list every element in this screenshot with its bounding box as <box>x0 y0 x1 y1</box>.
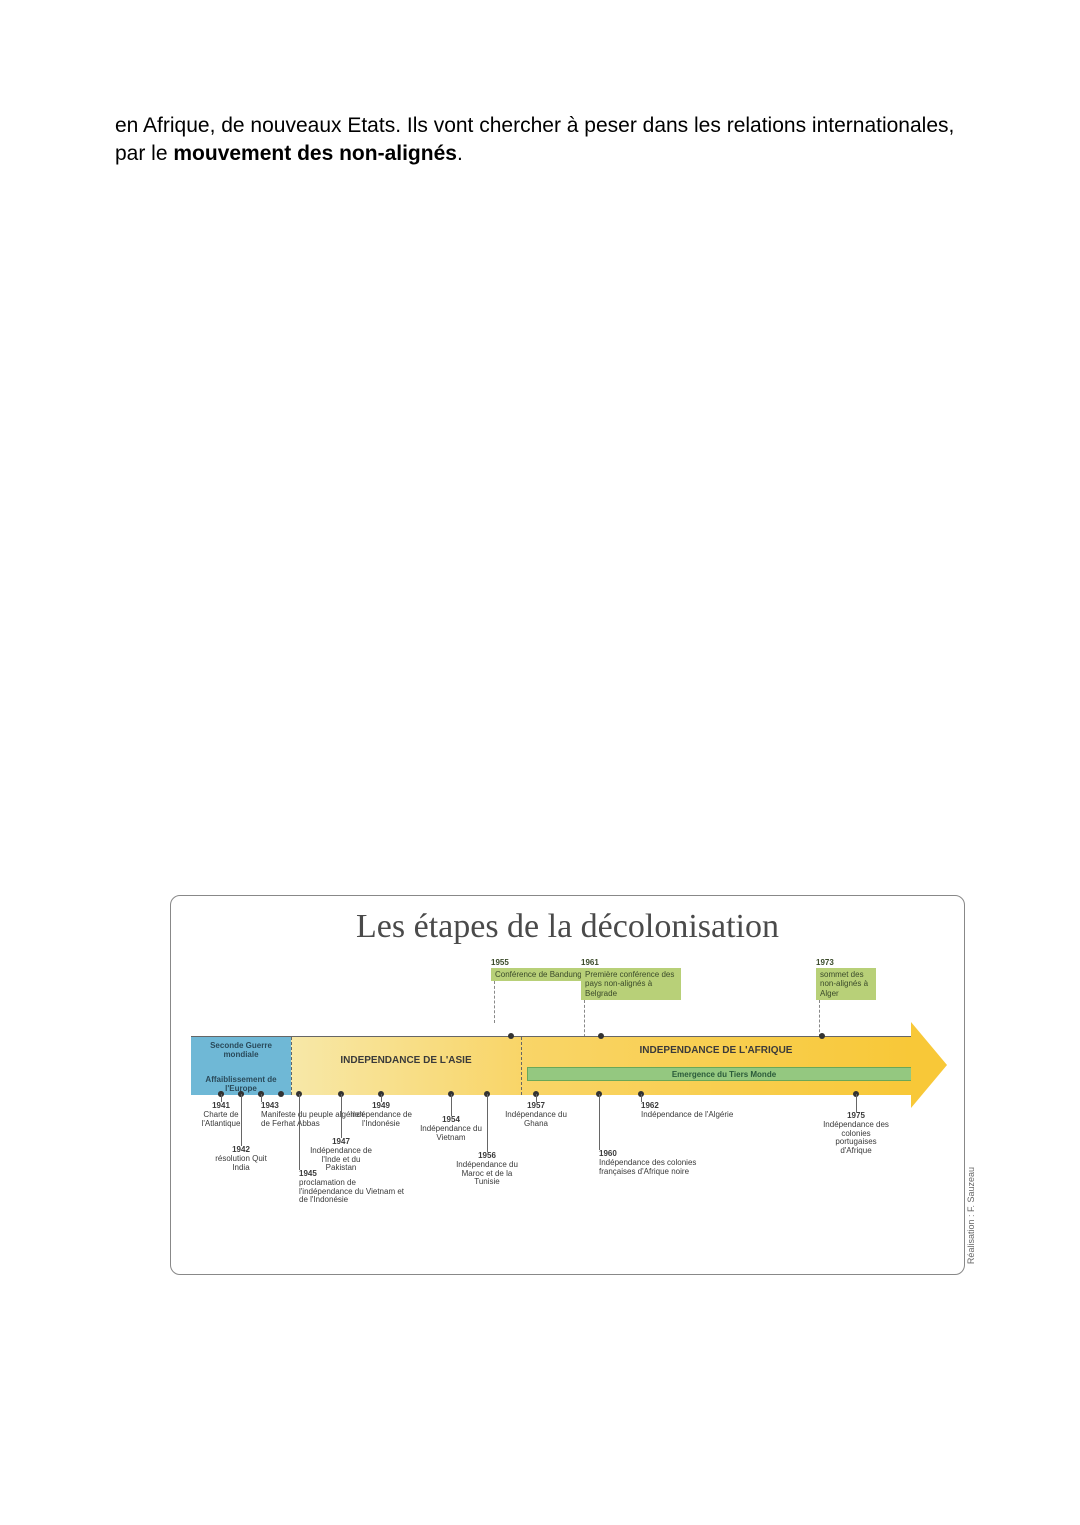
paragraph-part2: . <box>457 142 463 165</box>
top-event-year: 1961 <box>581 958 681 967</box>
segment-asia <box>291 1037 521 1095</box>
top-event-year: 1973 <box>816 958 876 967</box>
top-event-label: Conférence de Bandung <box>491 968 591 981</box>
bottom-event-label: Indépendance des colonies portugaises d'… <box>823 1120 889 1155</box>
bottom-event: 1942résolution Quit India <box>206 1146 276 1172</box>
bottom-event: 1962Indépendance de l'Algérie <box>641 1102 751 1120</box>
top-event-year: 1955 <box>491 958 591 967</box>
top-event-label: Première conférence des pays non-alignés… <box>581 968 681 1000</box>
event-stem <box>451 1094 452 1116</box>
bottom-event: 1949Indépendance de l'Indonésie <box>346 1102 416 1128</box>
bottom-event-label: Indépendance de l'Algérie <box>641 1110 733 1119</box>
paragraph-bold: mouvement des non-alignés <box>173 142 457 165</box>
top-event-connector <box>494 981 495 1023</box>
top-event-label: sommet des non-alignés à Alger <box>816 968 876 1000</box>
bottom-event-label: Indépendance de l'Indonésie <box>350 1110 412 1128</box>
separator-1 <box>291 1037 292 1095</box>
event-stem <box>487 1094 488 1152</box>
label-ww2: Seconde Guerre mondiale <box>195 1041 287 1059</box>
body-paragraph: en Afrique, de nouveaux Etats. Ils vont … <box>115 112 965 169</box>
timeline-dot <box>278 1091 284 1097</box>
event-stem <box>381 1094 382 1102</box>
bottom-event: 1941Charte de l'Atlantique <box>186 1102 256 1128</box>
separator-2 <box>521 1037 522 1095</box>
bottom-event: 1975Indépendance des colonies portugaise… <box>821 1112 891 1156</box>
event-stem <box>299 1094 300 1170</box>
bottom-event-label: résolution Quit India <box>215 1154 267 1172</box>
timeline-dot <box>819 1033 825 1039</box>
bottom-event: 1956Indépendance du Maroc et de la Tunis… <box>452 1152 522 1187</box>
arrow-body: Seconde Guerre mondiale Affaiblissement … <box>191 1036 911 1094</box>
bottom-event-label: Indépendance du Ghana <box>505 1110 567 1128</box>
bottom-event-label: proclamation de l'indépendance du Vietna… <box>299 1178 404 1205</box>
event-stem <box>856 1094 857 1112</box>
event-stem <box>261 1094 262 1102</box>
timeline-arrow: Seconde Guerre mondiale Affaiblissement … <box>191 1036 947 1094</box>
timeline-title: Les étapes de la décolonisation <box>171 908 964 946</box>
emergence-band: Emergence du Tiers Monde <box>527 1067 921 1081</box>
event-stem <box>221 1094 222 1102</box>
bottom-event-label: Indépendance de l'Inde et du Pakistan <box>310 1146 372 1173</box>
timeline-dot <box>508 1033 514 1039</box>
bottom-event-label: Indépendance du Maroc et de la Tunisie <box>456 1160 518 1187</box>
arrow-head <box>911 1022 947 1108</box>
event-stem <box>599 1094 600 1150</box>
bottom-event-label: Indépendance des colonies françaises d'A… <box>599 1158 696 1176</box>
top-event: 1955Conférence de Bandung <box>491 958 591 981</box>
top-event: 1961Première conférence des pays non-ali… <box>581 958 681 1000</box>
bottom-event: 1957Indépendance du Ghana <box>501 1102 571 1128</box>
label-africa: INDEPENDANCE DE L'AFRIQUE <box>531 1045 901 1056</box>
bottom-event: 1960Indépendance des colonies françaises… <box>599 1150 709 1176</box>
event-stem <box>341 1094 342 1138</box>
timeline-dot <box>598 1033 604 1039</box>
bottom-event-label: Indépendance du Vietnam <box>420 1124 482 1142</box>
event-stem <box>641 1094 642 1102</box>
bottom-event-label: Charte de l'Atlantique <box>202 1110 241 1128</box>
bottom-event: 1947Indépendance de l'Inde et du Pakista… <box>306 1138 376 1173</box>
bottom-event: 1945proclamation de l'indépendance du Vi… <box>299 1170 409 1205</box>
event-stem <box>536 1094 537 1102</box>
timeline-credit: Réalisation : F. Sauzeau <box>966 1167 976 1264</box>
bottom-event: 1954Indépendance du Vietnam <box>416 1116 486 1142</box>
timeline: Les étapes de la décolonisation Réalisat… <box>170 895 965 1275</box>
top-event: 1973sommet des non-alignés à Alger <box>816 958 876 1000</box>
event-stem <box>241 1094 242 1146</box>
label-asia: INDEPENDANCE DE L'ASIE <box>301 1055 511 1066</box>
